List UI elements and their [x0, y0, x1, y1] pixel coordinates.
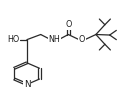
Text: NH: NH	[49, 35, 60, 44]
Text: O: O	[79, 35, 85, 44]
Text: N: N	[24, 80, 30, 89]
Text: HO: HO	[7, 35, 19, 44]
Text: O: O	[65, 20, 71, 29]
